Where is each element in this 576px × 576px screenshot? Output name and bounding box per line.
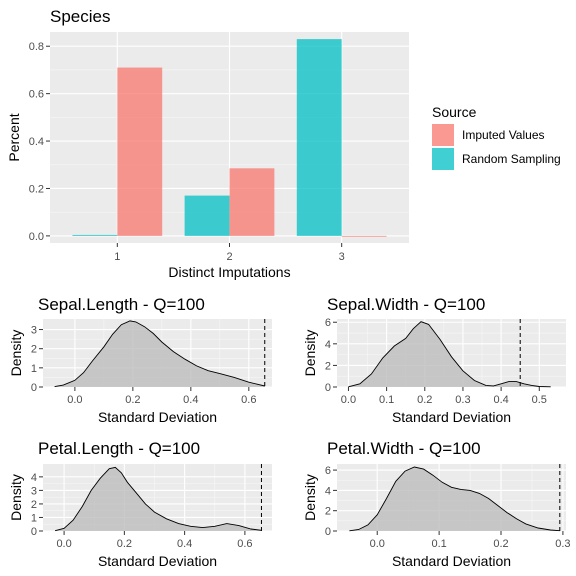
legend: Source Imputed Values Random Sampling [432,104,561,170]
y-tick-label: 2 [31,344,37,356]
y-tick-label: 0.0 [29,231,44,243]
bar [229,168,275,236]
y-axis-label: Density [302,474,318,521]
density-line [349,466,560,532]
density-panel-4: 0.0 0.1 0.2 0.3 0 2 4 6 Petal.Width - Q=100 Stand… [302,439,571,569]
y-tick-label: 4 [325,485,331,497]
y-axis-label: Density [8,474,24,521]
y-tick-label: 3 [31,325,37,337]
x-tick-label: 0.4 [177,538,192,550]
x-tick-label: 0.3 [555,538,570,550]
x-tick-label: 0.0 [370,538,385,550]
x-tick-label: 0.4 [493,394,508,406]
x-tick-label: 0.1 [379,394,394,406]
x-axis-label: Standard Deviation [98,409,217,425]
bar [72,234,118,236]
y-axis-label: Density [302,330,318,377]
y-tick-label: 4 [31,472,37,484]
chart-title: Petal.Width - Q=100 [327,439,481,458]
density-line [54,466,262,532]
chart-title: Species [50,7,110,26]
x-tick-label: 0.0 [341,394,356,406]
x-axis-label: Distinct Imputations [168,264,290,280]
x-tick-label: 0.2 [125,394,140,406]
y-tick-label: 0 [31,382,37,394]
x-tick-label: 0.2 [417,394,432,406]
chart-title: Sepal.Width - Q=100 [327,295,485,314]
y-tick-label: 6 [325,317,331,329]
legend-swatch [432,124,454,146]
x-tick-label: 0.6 [241,394,256,406]
x-axis-label: Standard Deviation [392,553,511,569]
x-tick-label: 2 [226,251,232,263]
y-tick-label: 0 [31,526,37,538]
x-tick-label: 1 [114,251,120,263]
density-area [54,320,265,387]
bar [341,235,387,237]
chart-title: Petal.Length - Q=100 [38,439,200,458]
x-axis-label: Standard Deviation [392,409,511,425]
y-axis-label: Percent [6,113,22,161]
density-area [349,467,560,531]
legend-label: Imputed Values [462,128,545,142]
legend-swatch [432,148,454,170]
y-tick-label: 0 [325,526,331,538]
legend-label: Random Sampling [462,152,561,166]
bar [184,195,230,236]
x-tick-label: 0.0 [67,394,82,406]
x-tick-label: 0.5 [532,394,547,406]
density-area [55,467,262,531]
y-tick-label: 4 [325,339,331,351]
x-tick-label: 0.1 [431,538,446,550]
bar-panel: 0.0 0.2 0.4 0.6 0.8 1 2 3 Species Distinct Imputa… [6,7,561,280]
bar [117,67,163,236]
y-tick-label: 1 [31,363,37,375]
x-tick-label: 0.3 [455,394,470,406]
density-panel-3: 0.0 0.2 0.4 0.6 0 12 34 Petal.Length - Q=100 Sta… [8,439,272,569]
y-tick-label: 0.2 [29,183,44,195]
x-axis-label: Standard Deviation [98,553,217,569]
x-tick-label: 3 [339,251,345,263]
chart-title: Sepal.Length - Q=100 [38,295,205,314]
y-tick-label: 3 [31,485,37,497]
x-tick-label: 0.4 [183,394,198,406]
y-tick-label: 6 [325,465,331,477]
x-tick-label: 0.2 [493,538,508,550]
x-tick-label: 0.6 [237,538,252,550]
y-tick-label: 2 [31,499,37,511]
density-line [54,320,265,388]
density-panel-2: 0.0 0.1 0.2 0.3 0.4 0.5 0 2 4 6 Sepal.Width - Q=10… [302,295,566,425]
y-tick-label: 0.8 [29,41,44,53]
y-tick-label: 2 [325,360,331,372]
bar [296,39,342,236]
y-tick-label: 0.4 [29,136,44,148]
y-tick-label: 2 [325,506,331,518]
y-axis-label: Density [8,330,24,377]
legend-title: Source [432,104,477,120]
x-tick-label: 0.2 [117,538,132,550]
y-tick-label: 0 [325,382,331,394]
y-tick-label: 0.6 [29,89,44,101]
y-tick-label: 1 [31,512,37,524]
x-tick-label: 0.0 [56,538,71,550]
